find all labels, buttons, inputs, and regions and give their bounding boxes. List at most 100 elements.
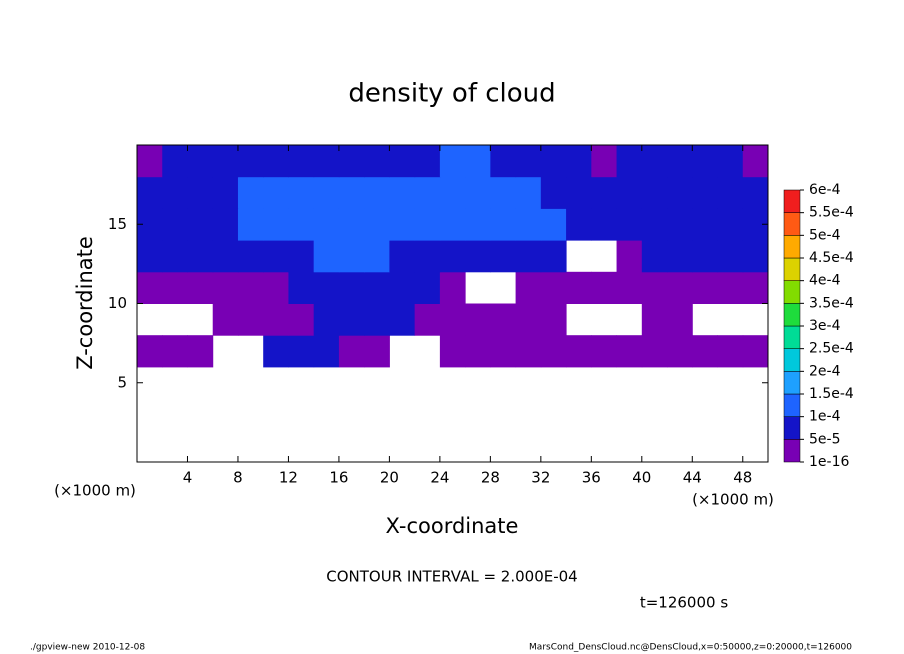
cell [439,145,466,178]
cell [338,176,365,209]
cell [414,145,441,178]
cell [313,240,340,273]
cell [465,176,491,209]
cell [338,303,365,336]
cell [515,335,542,368]
cell [313,303,340,336]
cell [162,271,188,304]
cell [591,176,618,209]
colorbar-band [783,189,801,213]
x-tick-label: 16 [329,469,348,487]
cell [313,176,340,209]
cell [667,335,693,368]
colorbar-label: 4e-4 [809,273,841,289]
cell [515,208,542,241]
cell [540,240,567,273]
cell [389,145,416,178]
x-unit-label: (×1000 m) [692,491,774,509]
x-tick-label: 32 [531,469,550,487]
cell [616,335,643,368]
cell [515,271,542,304]
cell [364,176,390,209]
cell [540,303,567,336]
cell [338,208,365,241]
cell [616,240,643,273]
cell [465,303,491,336]
cell [490,335,517,368]
cell [540,208,567,241]
cell [137,335,163,368]
x-axis-label: X-coordinate [386,514,519,538]
colorbar-label: 3.5e-4 [809,295,854,311]
cell [515,145,542,178]
cell [187,145,214,178]
cell [137,176,163,209]
cell [641,208,668,241]
cell [465,335,491,368]
colorbar-label: 5.5e-4 [809,205,854,221]
cell [717,176,744,209]
cell [187,240,214,273]
cell [313,145,340,178]
x-tick-label: 12 [279,469,298,487]
cell [667,145,693,178]
y-tick-label: 15 [108,215,127,233]
colorbar-band [783,212,801,236]
cell [566,335,592,368]
cell [212,208,239,241]
cell [667,271,693,304]
cell [566,208,592,241]
cell [717,271,744,304]
cell [237,208,264,241]
cell [313,208,340,241]
cell [692,145,719,178]
cell [263,145,289,178]
cell [162,208,188,241]
y-tick-label: 10 [108,294,127,312]
cell [540,335,567,368]
cell [414,240,441,273]
colorbar-band [783,303,801,327]
y-tick-label: 5 [117,373,127,391]
cell [742,335,769,368]
cell [439,176,466,209]
cell [263,271,289,304]
cell [540,145,567,178]
colorbar-band [783,348,801,372]
cell [490,240,517,273]
cell [439,240,466,273]
cell [288,335,315,368]
cell [566,176,592,209]
cell [338,145,365,178]
cell [641,145,668,178]
cell [742,240,769,273]
cell [692,271,719,304]
cell [742,145,769,178]
cell [692,335,719,368]
cell [566,145,592,178]
cell [162,145,188,178]
cell [717,335,744,368]
colorbar-label: 2e-4 [809,363,841,379]
colorbar-label: 3e-4 [809,318,841,334]
colorbar-band [783,371,801,395]
cell [465,208,491,241]
cell [692,208,719,241]
cell [212,303,239,336]
colorbar-band [783,325,801,349]
cell [641,303,668,336]
cell [364,271,390,304]
cell [313,335,340,368]
cell [641,176,668,209]
cell [591,335,618,368]
cell [667,208,693,241]
cell [313,271,340,304]
cell [742,176,769,209]
cell [237,145,264,178]
colorbar-label: 1e-16 [809,454,849,470]
cell [263,176,289,209]
cell [338,240,365,273]
cell [641,240,668,273]
cell [162,240,188,273]
cell [137,240,163,273]
